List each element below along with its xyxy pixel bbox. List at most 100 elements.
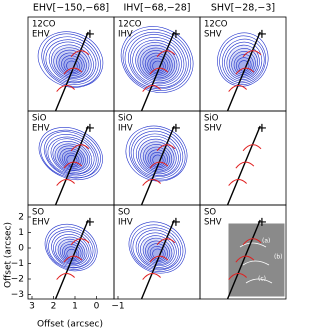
inset-arc xyxy=(239,242,267,248)
contour xyxy=(51,231,92,268)
x-axis-label: Offset (arcsec) xyxy=(37,320,103,330)
contour xyxy=(45,134,97,177)
panel-range: SHV xyxy=(204,124,222,134)
contour xyxy=(48,41,94,83)
contour xyxy=(128,127,186,181)
bow-arc xyxy=(70,50,90,58)
source-marker xyxy=(85,217,94,226)
inset-arc xyxy=(245,278,273,284)
contour xyxy=(217,32,269,87)
contour xyxy=(41,33,101,87)
bow-arc xyxy=(142,179,162,186)
bow-arc xyxy=(149,161,169,169)
contour xyxy=(137,232,177,268)
jet-axis xyxy=(140,125,175,205)
panel-range: SHV xyxy=(204,218,222,228)
y-tick-label: 2 xyxy=(18,213,24,223)
contour xyxy=(221,38,265,84)
y-tick-label: −2 xyxy=(11,275,24,285)
contour xyxy=(132,227,181,271)
contour xyxy=(38,127,103,181)
jet-axis xyxy=(54,31,89,111)
contour xyxy=(128,221,186,274)
contour xyxy=(135,136,179,176)
panel-content xyxy=(128,217,186,299)
panel-species: SiO xyxy=(32,114,47,124)
bow-arc xyxy=(63,67,83,75)
jet-axis xyxy=(140,31,175,111)
bow-arc xyxy=(149,67,169,75)
bow-arc xyxy=(242,144,262,152)
x-tick-label: −1 xyxy=(111,302,124,312)
panel-species: 12CO xyxy=(32,20,56,30)
contour xyxy=(128,34,187,88)
bow-arc xyxy=(228,85,248,92)
panel-content xyxy=(38,123,103,205)
panel-range: SHV xyxy=(204,30,222,40)
jet-axis xyxy=(54,219,89,299)
bow-arc xyxy=(56,179,76,186)
contour xyxy=(124,32,189,90)
source-marker xyxy=(85,123,94,132)
panel-content xyxy=(226,123,266,205)
panel-grid: 12COEHV12COIHV12COSHVSiOEHVSiOIHVSiOSHVS… xyxy=(27,16,287,300)
contour xyxy=(130,130,184,179)
contour xyxy=(122,29,192,91)
bow-arc xyxy=(70,238,90,246)
source-marker xyxy=(171,123,180,132)
panel-frame xyxy=(199,204,287,300)
bow-arc xyxy=(228,273,248,280)
contour xyxy=(130,37,185,87)
contour xyxy=(43,131,99,178)
contour xyxy=(50,138,93,175)
y-tick-label: 1 xyxy=(18,228,24,238)
column-header: IHV[−68,−28] xyxy=(124,3,191,14)
panel-species: SO xyxy=(204,208,216,218)
panel-range: IHV xyxy=(118,30,133,40)
panel-range: IHV xyxy=(118,124,133,134)
x-tick-label: 0 xyxy=(94,302,100,312)
panel-species: SiO xyxy=(118,114,133,124)
jet-axis xyxy=(54,125,89,205)
bow-arc xyxy=(156,144,176,152)
bow-arc xyxy=(56,273,76,280)
inset-label: (a) xyxy=(262,238,270,245)
bow-arc xyxy=(142,273,162,280)
column-header: EHV[−150,−68] xyxy=(33,3,109,14)
y-axis-label: Offset (arcsec) xyxy=(4,222,14,288)
contour xyxy=(45,39,97,84)
panel-species: 12CO xyxy=(204,20,228,30)
contour xyxy=(132,39,182,85)
column-header: SHV[−28,−3] xyxy=(211,3,275,14)
contour xyxy=(37,31,104,88)
x-tick-label: 1 xyxy=(72,302,78,312)
panel-range: EHV xyxy=(32,218,50,228)
contour xyxy=(224,41,263,82)
inset-label: (b) xyxy=(274,254,283,261)
contour xyxy=(40,129,101,179)
bow-arc xyxy=(70,144,90,152)
bow-arc xyxy=(142,85,162,92)
panel-content xyxy=(226,217,286,299)
bow-arc xyxy=(242,50,262,58)
bow-arc xyxy=(235,161,255,169)
panel-range: EHV xyxy=(32,30,50,40)
y-tick-label: 0 xyxy=(18,244,24,254)
contour xyxy=(130,224,184,272)
panel-range: EHV xyxy=(32,124,50,134)
source-marker xyxy=(171,29,180,38)
contour xyxy=(120,26,194,93)
x-tick-label: 2 xyxy=(51,302,57,312)
contour xyxy=(132,133,181,177)
panel-content xyxy=(125,123,188,205)
bow-arc xyxy=(149,255,169,263)
jet-axis xyxy=(140,219,175,299)
contour xyxy=(53,234,90,267)
contour xyxy=(46,226,96,270)
bow-arc xyxy=(156,50,176,58)
contour xyxy=(47,136,95,175)
